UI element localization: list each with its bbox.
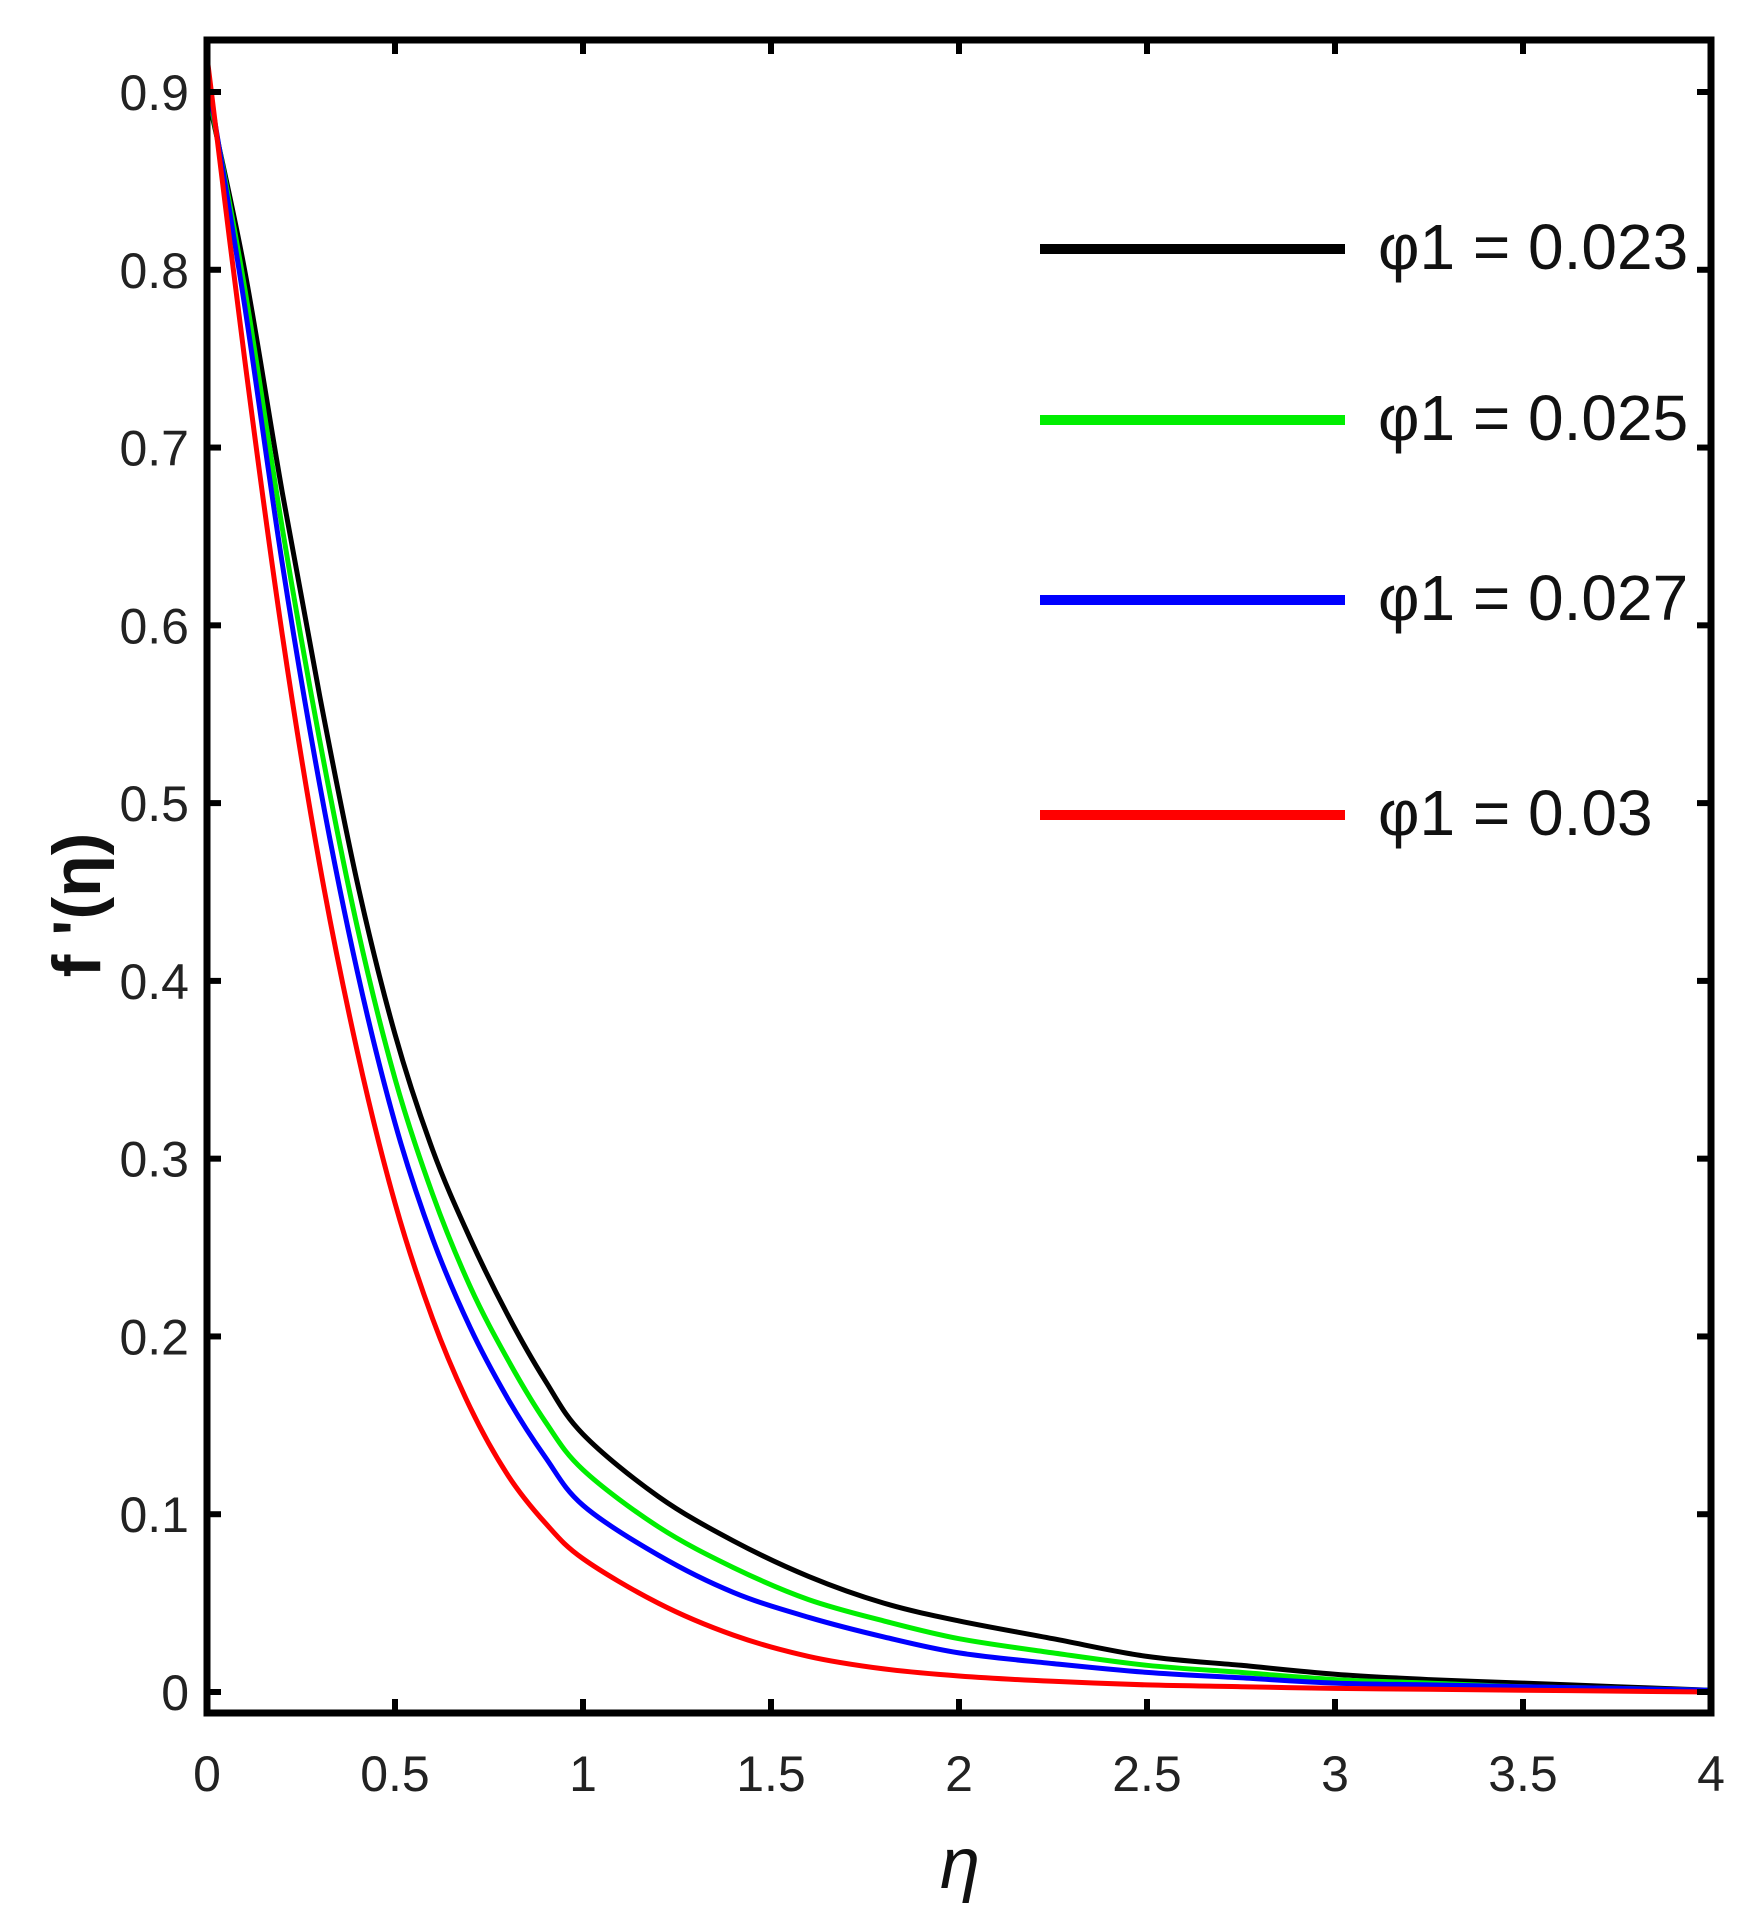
x-tick-label: 0.5 bbox=[360, 1746, 430, 1802]
x-axis-label: η bbox=[940, 1824, 980, 1904]
series-line-2 bbox=[204, 82, 1712, 1693]
legend-label-4: φ1 = 0.03 bbox=[1378, 777, 1653, 849]
series-layer bbox=[204, 56, 1712, 1695]
y-tick-label: 0.6 bbox=[119, 598, 189, 654]
series-line-3 bbox=[204, 73, 1712, 1693]
x-tick-label: 2.5 bbox=[1112, 1746, 1182, 1802]
legend: φ1 = 0.023 φ1 = 0.025 φ1 = 0.027 φ1 = 0.03 bbox=[1040, 211, 1688, 849]
y-tick-label: 0.5 bbox=[119, 776, 189, 832]
y-tick-label: 0.2 bbox=[119, 1309, 189, 1365]
legend-label-2: φ1 = 0.025 bbox=[1378, 382, 1688, 454]
x-tick-label: 1 bbox=[569, 1746, 597, 1802]
x-tick-label: 3 bbox=[1321, 1746, 1349, 1802]
x-tick-label: 4 bbox=[1697, 1746, 1725, 1802]
series-line-4 bbox=[204, 56, 1712, 1695]
y-tick-label: 0.8 bbox=[119, 243, 189, 299]
x-tick-label: 2 bbox=[945, 1746, 973, 1802]
y-tick-label: 0.9 bbox=[119, 65, 189, 121]
y-tick-label: 0 bbox=[161, 1665, 189, 1721]
series-line-1 bbox=[204, 91, 1712, 1693]
y-tick-label: 0.4 bbox=[119, 954, 189, 1010]
legend-label-3: φ1 = 0.027 bbox=[1378, 562, 1688, 634]
y-tick-label: 0.3 bbox=[119, 1132, 189, 1188]
x-tick-label: 1.5 bbox=[736, 1746, 806, 1802]
y-tick-label: 0.1 bbox=[119, 1487, 189, 1543]
legend-label-1: φ1 = 0.023 bbox=[1378, 211, 1688, 283]
x-tick-label: 0 bbox=[193, 1746, 221, 1802]
y-tick-label: 0.7 bbox=[119, 421, 189, 477]
axes-layer: 0 0.5 1 1.5 2 2.5 3 3.5 4 0 0.1 0.2 0.3 0.4 0.5 0.6 0.7 0… bbox=[119, 36, 1725, 1802]
x-tick-label: 3.5 bbox=[1488, 1746, 1558, 1802]
y-axis-label: f '(η) bbox=[39, 833, 115, 978]
